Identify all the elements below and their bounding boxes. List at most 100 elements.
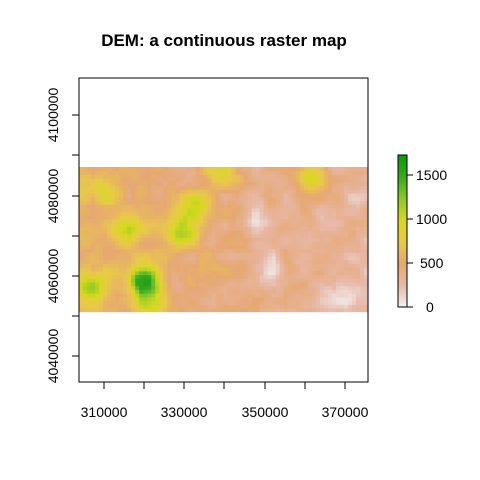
raster-cell: [179, 304, 184, 309]
raster-cell: [119, 285, 124, 290]
raster-cell: [131, 293, 136, 298]
raster-cell: [159, 244, 164, 250]
raster-cell: [79, 166, 84, 172]
raster-cell: [275, 192, 281, 198]
raster-cell: [99, 244, 104, 250]
raster-cell: [259, 300, 265, 305]
raster-cell: [107, 181, 112, 187]
raster-cell: [223, 166, 229, 172]
raster-cell: [251, 304, 257, 309]
raster-cell: [203, 174, 209, 179]
raster-cell: [195, 170, 201, 175]
raster-cell: [103, 255, 108, 261]
raster-cell: [83, 300, 88, 305]
raster-cell: [143, 274, 148, 279]
raster-cell: [119, 192, 124, 198]
raster-cell: [99, 300, 104, 305]
raster-cell: [259, 304, 265, 309]
raster-cell: [191, 241, 196, 246]
legend-swatch: [398, 299, 407, 302]
raster-cell: [243, 200, 249, 205]
raster-cell: [103, 304, 108, 309]
raster-cell: [103, 207, 108, 213]
legend-swatch: [398, 291, 407, 294]
raster-cell: [95, 207, 100, 213]
raster-cell: [307, 174, 313, 179]
raster-cell: [231, 233, 237, 239]
raster-cell: [331, 252, 337, 257]
raster-cell: [251, 296, 257, 302]
raster-cell: [223, 304, 229, 309]
raster-cell: [79, 178, 84, 183]
raster-cell: [319, 200, 325, 205]
raster-cell: [163, 218, 168, 224]
raster-cell: [271, 296, 277, 302]
raster-cell: [327, 233, 333, 239]
legend-swatch: [398, 181, 407, 184]
raster-cell: [271, 230, 277, 235]
raster-cell: [263, 255, 269, 261]
raster-cell: [315, 296, 321, 302]
raster-cell: [211, 270, 217, 276]
raster-cell: [111, 204, 116, 209]
raster-cell: [295, 174, 301, 179]
raster-cell: [79, 270, 84, 276]
raster-cell: [111, 248, 116, 253]
raster-cell: [259, 181, 265, 187]
raster-cell: [171, 215, 176, 220]
raster-cell: [115, 189, 120, 194]
raster-cell: [323, 218, 329, 224]
raster-cell: [283, 207, 289, 213]
raster-cell: [239, 233, 245, 239]
raster-cell: [267, 166, 273, 172]
raster-cell: [99, 289, 104, 294]
raster-cell: [123, 241, 128, 246]
raster-cell: [251, 255, 257, 261]
raster-cell: [215, 185, 221, 190]
raster-cell: [163, 285, 168, 290]
raster-cell: [195, 270, 201, 276]
raster-cell: [223, 222, 229, 227]
raster-cell: [171, 174, 176, 179]
raster-cell: [283, 259, 289, 264]
raster-cell: [115, 304, 120, 309]
raster-cell: [303, 285, 309, 290]
raster-cell: [279, 252, 285, 257]
raster-cell: [255, 244, 261, 250]
raster-cell: [271, 181, 277, 187]
raster-cell: [143, 181, 148, 187]
raster-cell: [335, 255, 341, 261]
raster-cell: [207, 189, 213, 194]
raster-cell: [287, 200, 293, 205]
raster-cell: [159, 293, 164, 298]
raster-cell: [307, 289, 313, 294]
raster-cell: [211, 259, 217, 264]
raster-cell: [95, 293, 100, 298]
raster-cell: [335, 281, 341, 287]
raster-cell: [359, 278, 365, 283]
raster-cell: [355, 207, 361, 213]
raster-cell: [279, 259, 285, 264]
raster-cell: [263, 237, 269, 242]
raster-cell: [247, 244, 253, 250]
legend-swatch: [398, 173, 407, 176]
raster-cell: [323, 270, 329, 276]
raster-cell: [255, 248, 261, 253]
raster-cell: [79, 241, 84, 246]
raster-cell: [83, 166, 88, 172]
raster-cell: [295, 237, 301, 242]
raster-cell: [187, 192, 192, 198]
raster-cell: [251, 289, 257, 294]
raster-cell: [159, 289, 164, 294]
raster-cell: [131, 307, 136, 313]
raster-cell: [111, 230, 116, 235]
raster-cell: [127, 170, 132, 175]
raster-cell: [159, 211, 164, 216]
raster-cell: [291, 241, 297, 246]
raster-cell: [355, 293, 361, 298]
raster-cell: [343, 248, 349, 253]
raster-cell: [151, 307, 156, 313]
raster-cell: [319, 267, 325, 272]
raster-cell: [231, 170, 237, 175]
raster-cell: [95, 218, 100, 224]
